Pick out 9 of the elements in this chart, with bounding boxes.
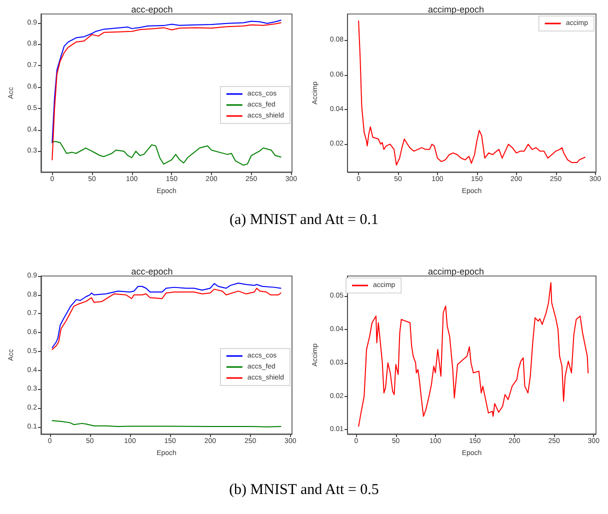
chart-title: accimp-epoch <box>428 4 484 14</box>
line-series <box>52 420 282 428</box>
chart-title: acc-epoch <box>131 266 173 276</box>
text: (a) MNIST and Att = 0.1 <box>228 212 380 229</box>
line-series <box>358 282 589 427</box>
line-series <box>52 141 282 166</box>
chart-title: acc-epoch <box>131 4 173 14</box>
text: (b) MNIST and Att = 0.5 <box>228 482 380 499</box>
chart-title: accimp-epoch <box>428 266 484 276</box>
